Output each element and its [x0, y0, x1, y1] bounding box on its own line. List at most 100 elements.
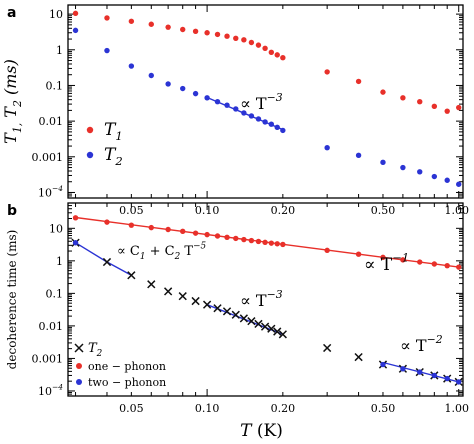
x-tick-label: 1.00 [444, 402, 469, 415]
data-point [204, 231, 210, 238]
data-point [260, 322, 270, 331]
series-t-1 [72, 10, 462, 114]
data-point [278, 330, 287, 339]
data-point [355, 152, 362, 159]
data-point [262, 239, 268, 246]
data-point [431, 173, 438, 180]
data-point [128, 18, 135, 24]
data-point [180, 85, 186, 92]
data-point [178, 292, 187, 301]
data-point [222, 307, 232, 316]
panel-b: 10 1 0.1 0.01 0.001 10−4 0.05 0.10 0.20 0.50 1.00 b… [5, 202, 469, 441]
y-tick-label: 10 [49, 8, 63, 21]
x-tick-label: 0.20 [271, 402, 296, 415]
data-point [444, 108, 450, 114]
data-point [274, 241, 280, 247]
data-point [417, 169, 423, 175]
data-point [273, 327, 282, 336]
legend-label: T1 [104, 120, 123, 143]
data-point [163, 287, 173, 296]
y-tick-label: 10−4 [38, 382, 63, 398]
data-point [202, 300, 212, 309]
data-point [456, 181, 462, 187]
data-point [192, 28, 199, 34]
x-tick-label: 0.20 [271, 204, 296, 217]
data-point [255, 238, 262, 245]
y-tick-label: 0.001 [32, 352, 64, 365]
data-point [127, 271, 136, 280]
data-point [268, 240, 275, 246]
data-point [165, 81, 171, 87]
data-point [324, 144, 330, 151]
y-tick-label: 1 [56, 255, 63, 268]
data-point [280, 54, 286, 61]
x-tick-label: 0.50 [371, 402, 396, 415]
y-tick-label: 0.1 [46, 287, 64, 300]
data-point [355, 251, 362, 257]
data-point [224, 234, 230, 240]
panel-a: 10 1 0.1 0.01 0.001 10−4 0.05 0.10 0.20 0.50 1.00 a… [1, 4, 469, 217]
data-point [380, 89, 386, 95]
data-point [262, 119, 268, 125]
data-point [104, 15, 110, 21]
data-point [148, 21, 154, 27]
data-point [267, 324, 276, 333]
data-point [355, 78, 362, 85]
data-point [72, 215, 79, 221]
data-point [417, 259, 423, 265]
annotation: ∝ T−2 [400, 333, 443, 355]
legend-marker [76, 363, 82, 369]
data-point [214, 99, 221, 105]
legend-marker [86, 151, 94, 159]
data-point [254, 319, 263, 329]
y-tick-label: 10 [49, 222, 63, 235]
data-point [400, 164, 406, 171]
x-tick-label: 0.05 [119, 204, 144, 217]
data-point [247, 317, 256, 326]
data-point [148, 72, 154, 79]
y-tick-label: 0.01 [39, 320, 64, 333]
data-point [165, 24, 171, 30]
y-axis-title: T1, T2 (ms) [1, 59, 24, 144]
data-point [431, 261, 438, 267]
data-point [274, 52, 280, 58]
legend-label: T2 [88, 341, 103, 359]
x-axis-title: T (K) [240, 421, 283, 441]
annotation: ∝ T−3 [240, 288, 283, 310]
y-axis-title: decoherence time (ms) [5, 230, 19, 370]
data-point [262, 45, 268, 52]
y-tick-label: 10−4 [38, 184, 63, 200]
x-tick-label: 0.50 [371, 204, 396, 217]
data-point [224, 102, 230, 108]
legend-label: T2 [104, 145, 123, 168]
legend-label: two − phonon [88, 376, 166, 389]
y-tick-label: 0.001 [32, 151, 64, 164]
data-point [191, 296, 200, 306]
data-point [104, 47, 110, 54]
series-t-2 [72, 27, 462, 187]
data-point [233, 106, 239, 112]
data-point [274, 124, 280, 131]
data-point [400, 366, 406, 372]
legend-label: one − phonon [88, 360, 166, 373]
data-point [255, 42, 262, 48]
data-point [380, 254, 386, 261]
data-point [239, 314, 248, 323]
annotation: ∝ C1 + C2 T−5 [117, 242, 206, 262]
series-two-phonon [72, 240, 462, 385]
annotation-t3: ∝ T−3 [240, 91, 283, 113]
legend-marker [86, 126, 94, 134]
data-point [431, 372, 438, 379]
data-point [444, 375, 450, 382]
data-point [354, 352, 363, 362]
data-point [255, 116, 262, 122]
x-tick-label: 0.10 [195, 204, 220, 217]
data-point [444, 262, 450, 269]
data-point [248, 39, 255, 46]
data-point [128, 63, 135, 69]
data-point [248, 237, 255, 244]
data-point [324, 247, 330, 254]
